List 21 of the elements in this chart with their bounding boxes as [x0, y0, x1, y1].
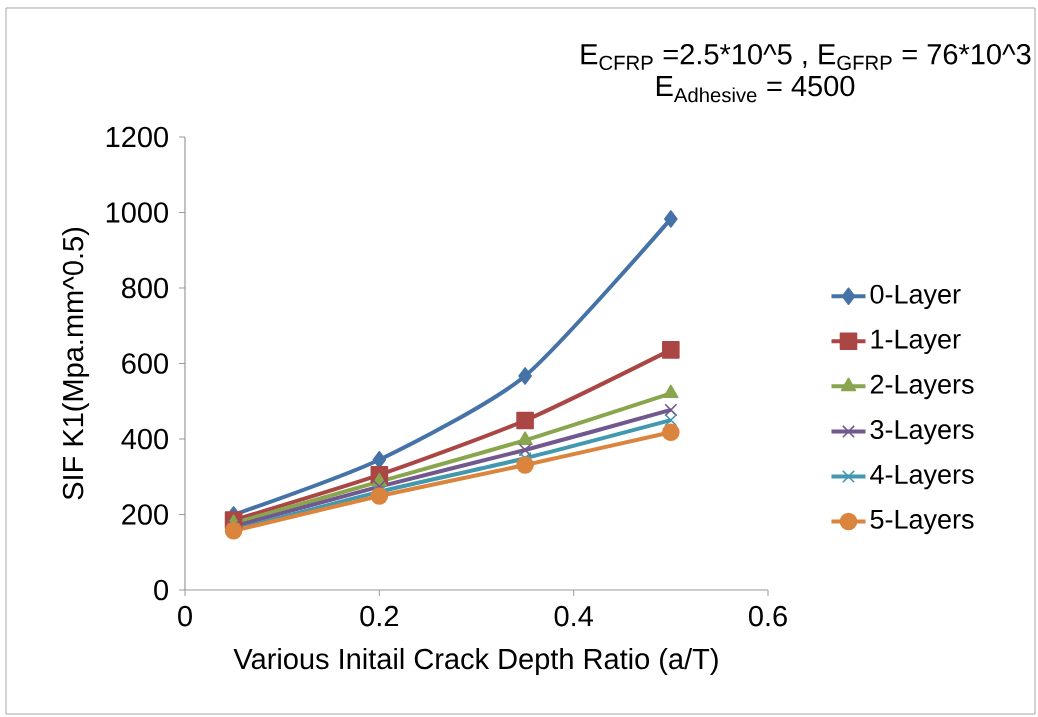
legend-label: 2-Layers [870, 374, 974, 400]
y-tick-label: 0 [154, 579, 169, 601]
y-axis-title: SIF K1(Mpa.mm^0.5) [62, 228, 90, 500]
y-tick-label: 600 [122, 353, 168, 374]
text: E$_{Adhesive}$ = 4500 [656, 75, 855, 103]
x-tick-label: 0.2 [360, 605, 399, 627]
y-tick-label: 800 [122, 277, 168, 299]
y-tick-label: 200 [122, 504, 168, 525]
x-tick-label: 0.4 [554, 605, 593, 627]
y-tick-label: 1000 [106, 202, 168, 223]
legend-label: 3-Layers [870, 419, 974, 445]
y-tick-label: 1200 [106, 126, 168, 148]
text: E$_{CFRP}$ =2.5*10^5 , E$_{GFRP}$ = 76*10^3 [581, 43, 1031, 71]
legend-label: 5-Layers [870, 510, 974, 535]
legend-label: 1-Layer [871, 329, 961, 355]
legend-label: 4-Layers [870, 465, 974, 490]
x-tick-label: 0 [178, 605, 192, 627]
x-tick-label: 0.6 [748, 605, 787, 627]
y-tick-label: 400 [121, 428, 168, 450]
legend-label: 0-Layer [870, 284, 961, 310]
x-axis-title: Various Initail Crack Depth Ratio (a/T) [233, 647, 718, 675]
